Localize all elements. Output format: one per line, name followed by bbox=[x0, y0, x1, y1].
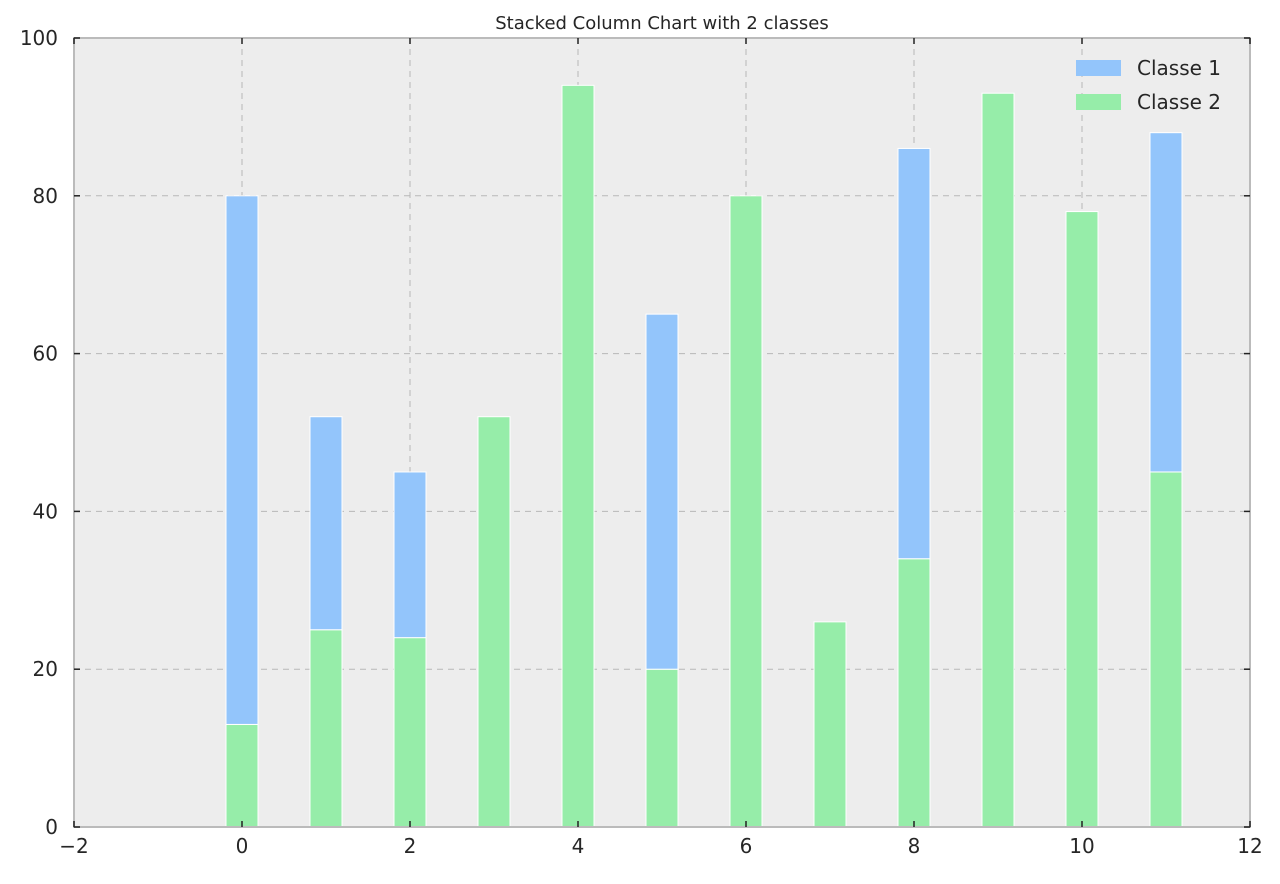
x-tick-label: 4 bbox=[572, 834, 585, 858]
x-tick-label: 0 bbox=[236, 834, 249, 858]
bar bbox=[1149, 471, 1183, 828]
y-tick-label: 80 bbox=[33, 184, 58, 208]
bar bbox=[897, 558, 931, 828]
bar bbox=[897, 147, 931, 560]
axes-frame bbox=[73, 37, 1251, 828]
bar bbox=[309, 629, 343, 828]
y-tick-label: 0 bbox=[45, 815, 58, 839]
y-tick-label: 100 bbox=[20, 26, 58, 50]
x-tick-label: 10 bbox=[1069, 834, 1094, 858]
legend-swatch bbox=[1076, 60, 1121, 76]
y-tick-label: 40 bbox=[33, 499, 58, 523]
x-tick-label: −2 bbox=[59, 834, 88, 858]
bar bbox=[309, 416, 343, 631]
y-tick-label: 60 bbox=[33, 342, 58, 366]
x-tick-label: 8 bbox=[908, 834, 921, 858]
bar bbox=[225, 723, 259, 828]
bar bbox=[729, 195, 763, 828]
legend-label: Classe 2 bbox=[1137, 90, 1221, 114]
bar bbox=[225, 195, 259, 725]
x-tick-label: 2 bbox=[404, 834, 417, 858]
bar bbox=[393, 471, 427, 639]
x-tick-label: 6 bbox=[740, 834, 753, 858]
bar bbox=[981, 92, 1015, 828]
legend-label: Classe 1 bbox=[1137, 56, 1221, 80]
legend-swatch bbox=[1076, 94, 1121, 110]
y-tick-label: 20 bbox=[33, 657, 58, 681]
bar bbox=[393, 637, 427, 828]
chart-title: Stacked Column Chart with 2 classes bbox=[495, 13, 828, 34]
bar bbox=[1065, 211, 1099, 828]
x-tick-label: 12 bbox=[1237, 834, 1262, 858]
bar bbox=[477, 416, 511, 828]
legend: Classe 1 Classe 2 bbox=[1076, 56, 1221, 114]
bar bbox=[561, 84, 595, 828]
bar bbox=[813, 621, 847, 828]
bar bbox=[645, 313, 679, 670]
series-classe-1 bbox=[225, 132, 1183, 725]
bar bbox=[645, 668, 679, 828]
bar bbox=[1149, 132, 1183, 473]
